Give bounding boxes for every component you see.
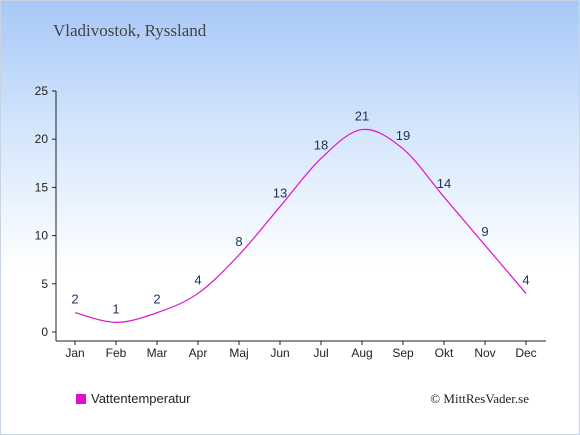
axes: 0 5 10 15 20 25 Jan Feb Mar Apr Maj Jun Jul Aug Sep Okt…: [35, 84, 546, 360]
credit-text: © MittResVader.se: [430, 391, 529, 406]
y-tick-label: 5: [41, 277, 48, 291]
x-tick-label: Sep: [392, 346, 414, 360]
legend-label: Vattentemperatur: [91, 391, 191, 406]
data-label: 9: [481, 224, 488, 239]
x-tick-label: Apr: [189, 346, 208, 360]
data-label: 1: [112, 301, 119, 316]
x-tick-label: Jan: [65, 346, 84, 360]
data-label: 4: [194, 272, 201, 287]
y-tick-label: 0: [41, 325, 48, 339]
data-label: 13: [273, 186, 287, 201]
data-label: 2: [71, 292, 78, 307]
chart-title: Vladivostok, Ryssland: [53, 21, 207, 40]
x-tick-label: Okt: [435, 346, 454, 360]
data-label: 21: [355, 109, 369, 124]
x-tick-label: Mar: [147, 346, 168, 360]
x-tick-label: Feb: [106, 346, 127, 360]
data-label: 19: [396, 128, 410, 143]
data-label: 14: [437, 176, 451, 191]
data-label: 8: [235, 234, 242, 249]
x-tick-label: Nov: [474, 346, 495, 360]
series-line: [74, 128, 527, 323]
legend-swatch: [76, 393, 86, 404]
data-label: 18: [314, 137, 328, 152]
legend: Vattentemperatur: [76, 391, 190, 406]
y-tick-label: 15: [35, 180, 49, 194]
data-label: 2: [153, 292, 160, 307]
y-tick-label: 20: [35, 132, 49, 146]
y-tick-label: 25: [35, 84, 49, 98]
series-layer: [74, 128, 527, 323]
x-tick-label: Aug: [351, 346, 372, 360]
x-tick-label: Dec: [515, 346, 536, 360]
y-tick-label: 10: [35, 229, 49, 243]
x-tick-label: Maj: [229, 346, 248, 360]
x-tick-label: Jun: [270, 346, 289, 360]
x-tick-label: Jul: [313, 346, 328, 360]
data-label: 4: [522, 272, 529, 287]
